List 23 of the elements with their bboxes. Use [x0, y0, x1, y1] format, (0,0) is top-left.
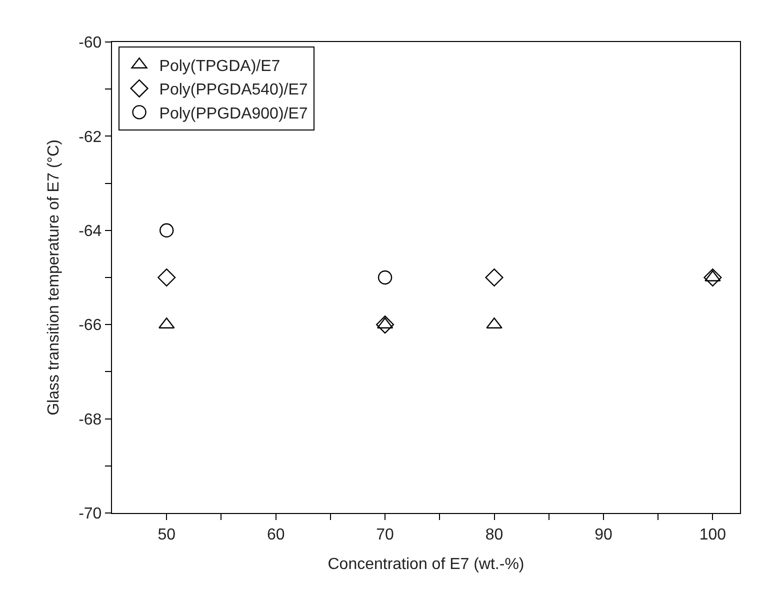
x-tick-label: 60 — [266, 526, 285, 544]
legend-label: Poly(PPGDA900)/E7 — [159, 105, 308, 122]
x-axis-title: Concentration of E7 (wt.-%) — [328, 556, 524, 573]
point — [378, 270, 392, 285]
x-tick-label: 80 — [485, 526, 504, 544]
x-tick-label: 100 — [699, 526, 726, 544]
x-tick-label: 50 — [158, 526, 176, 544]
y-tick-label: -62 — [78, 128, 102, 146]
point — [485, 268, 504, 287]
legend-label: Poly(PPGDA540)/E7 — [159, 82, 308, 99]
y-tick-label: -68 — [78, 411, 102, 428]
y-axis-title: Glass transition temperature of E7 (°C) — [45, 140, 62, 416]
y-tick-label: -66 — [78, 317, 102, 334]
y-tick-label: -64 — [78, 223, 102, 240]
point — [158, 268, 176, 287]
x-tick-label: 90 — [594, 526, 612, 544]
x-tick-label: 70 — [376, 526, 394, 544]
y-tick-label: -60 — [78, 34, 102, 52]
legend-label: Poly(TPGDA)/E7 — [159, 58, 280, 75]
point — [160, 223, 174, 238]
point — [376, 316, 394, 334]
y-tick-label: -70 — [78, 506, 102, 523]
point — [704, 268, 722, 287]
